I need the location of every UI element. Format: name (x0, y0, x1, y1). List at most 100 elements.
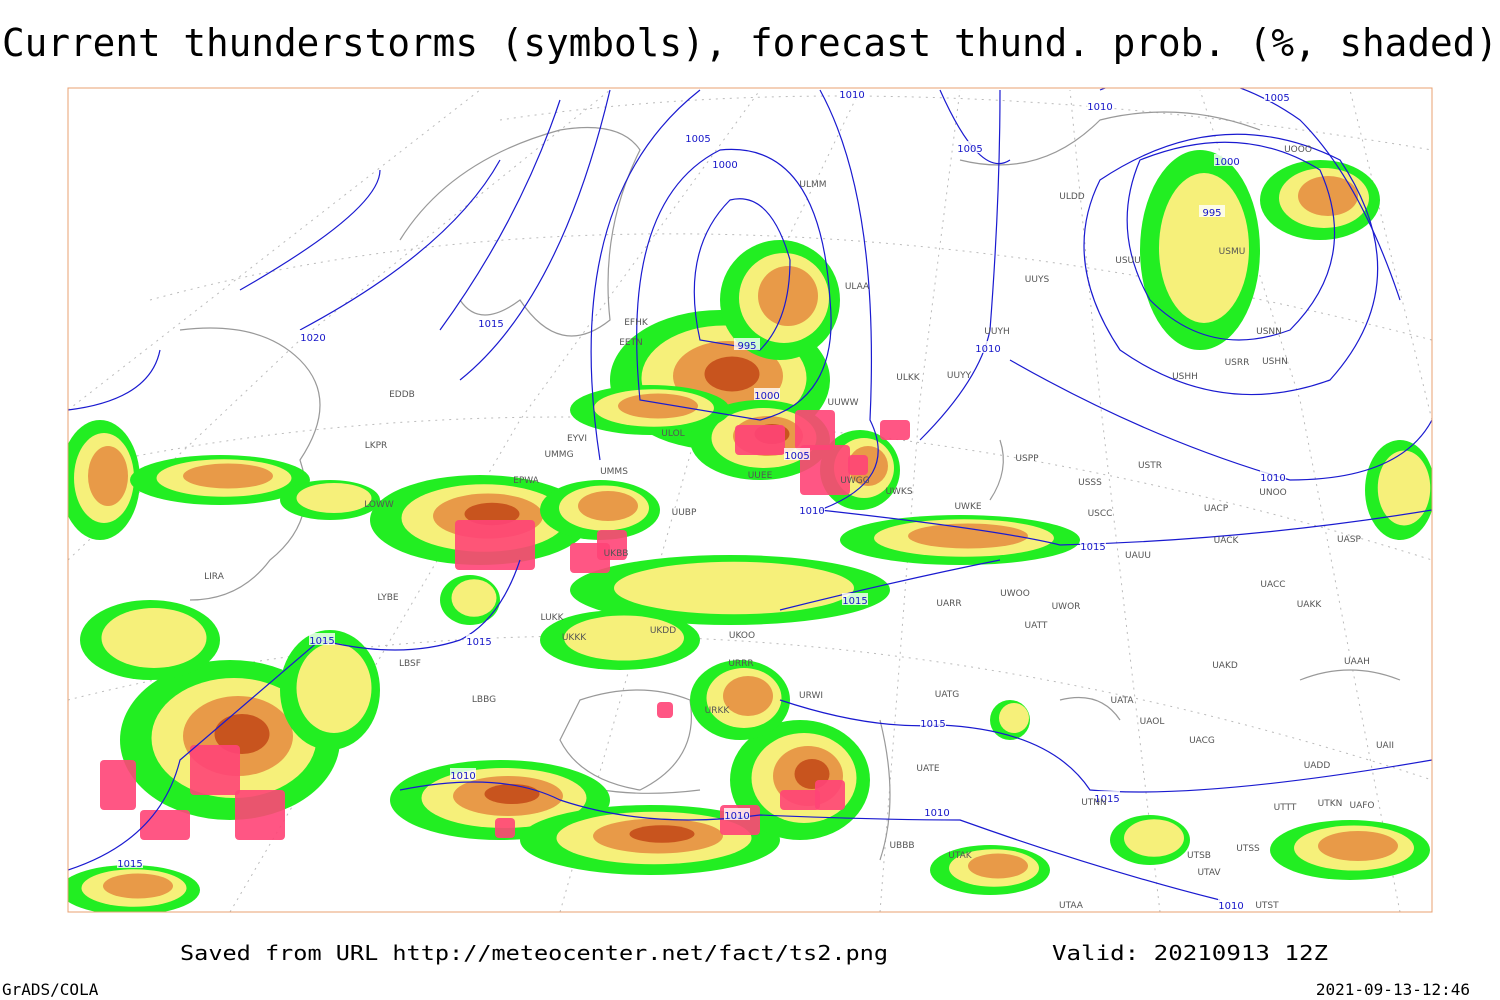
isobar-label-bg (1260, 470, 1286, 482)
station-label: UAKK (1297, 600, 1323, 610)
isobar-label-bg (1094, 791, 1120, 803)
station-label: UATG (935, 690, 960, 700)
shading (968, 853, 1028, 879)
isobar-label-bg (1214, 154, 1240, 166)
station-label: UBBB (889, 841, 914, 851)
storm-symbol (880, 420, 910, 440)
shading (101, 608, 207, 668)
station-label: UATE (916, 764, 940, 774)
station-label: USSS (1078, 478, 1102, 488)
station-label: USTR (1138, 461, 1162, 471)
storm-symbol (657, 702, 673, 718)
shading (564, 615, 684, 661)
station-label: UKBB (604, 549, 629, 559)
map: 1010 1010 1005 1005 1000 1005 1000 995 1015 1020 9… (68, 88, 1432, 912)
station-label: LIRA (204, 572, 225, 582)
shading (723, 676, 773, 716)
shading (296, 483, 372, 513)
station-label: UKOO (729, 631, 755, 641)
isobar-label: 1000 (712, 160, 737, 171)
isobar-label-bg (784, 448, 810, 460)
storm-symbol (848, 455, 868, 475)
station-label: UTST (1255, 901, 1279, 911)
source-text: Saved from URL http://meteocenter.net/fa… (180, 941, 888, 965)
isobar-label: 1000 (754, 391, 779, 402)
map-title: Current thunderstorms (symbols), forecas… (2, 21, 1498, 65)
isobar-label: 1010 (1087, 102, 1112, 113)
station-label: EPWA (513, 476, 540, 486)
shading (103, 873, 173, 899)
isobar-label-bg (839, 88, 865, 99)
station-label: UATT (1025, 621, 1048, 631)
storm-symbol (815, 780, 845, 810)
station-label: UKDD (650, 626, 676, 636)
isobar-label-bg (466, 634, 492, 646)
station-label: UATA (1110, 696, 1134, 706)
station-label: UTAA (1059, 901, 1084, 911)
station-label: UAAH (1344, 657, 1370, 667)
isobar-label-bg (754, 388, 780, 400)
isobar-label: 1015 (309, 636, 334, 647)
station-label: EFHK (624, 318, 649, 328)
station-label: UUWW (828, 398, 859, 408)
station-label: ULOL (661, 429, 684, 439)
station-label: UMMG (544, 450, 573, 460)
isobar-label: 1010 (1260, 473, 1285, 484)
station-label: UWKE (954, 502, 981, 512)
shading (484, 784, 540, 804)
isobar-label: 1015 (466, 637, 491, 648)
isobar-label-bg (117, 856, 143, 868)
station-label: UARR (936, 599, 961, 609)
station-label: URWI (799, 691, 823, 701)
isobar-label: 1005 (957, 144, 982, 155)
isobar-label: 1020 (300, 333, 325, 344)
isobar-label-bg (1218, 898, 1244, 910)
station-label: USPP (1015, 454, 1039, 464)
valid-text: Valid: 20210913 12Z (1052, 941, 1328, 965)
station-label: ULDD (1059, 192, 1085, 202)
station-label: UMMS (600, 467, 628, 477)
isobar-label: 1015 (1080, 542, 1105, 553)
station-label: ULMM (799, 180, 826, 190)
station-label: UTTT (1274, 803, 1297, 813)
storm-symbol (100, 760, 136, 810)
map-frame (67, 87, 1433, 913)
station-label: UTKN (1318, 799, 1343, 809)
isobar-label-bg (685, 131, 711, 143)
isobar-label: 1010 (799, 506, 824, 517)
shading (704, 356, 760, 392)
isobar-label: 1000 (1214, 157, 1239, 168)
station-label: UACG (1189, 736, 1215, 746)
isobar-label: 1015 (1094, 794, 1119, 805)
shading (451, 579, 497, 617)
station-label: UWGG (840, 476, 869, 486)
shading (1377, 450, 1431, 526)
isobar-label-bg (975, 341, 1001, 353)
station-label: UAUU (1125, 551, 1151, 561)
storm-symbol (800, 445, 850, 495)
storm-symbol (735, 425, 785, 455)
station-label: ULKK (896, 373, 921, 383)
isobar-label: 1015 (117, 859, 142, 870)
isobar-label: 1015 (920, 719, 945, 730)
isobar-label: 1010 (1218, 901, 1243, 912)
shading (1298, 176, 1358, 216)
isobar-label-bg (309, 633, 335, 645)
station-label: LKPR (365, 441, 388, 451)
isobar-label-bg (450, 768, 476, 780)
station-label: LUKK (541, 613, 565, 623)
station-label: UUBP (672, 508, 697, 518)
station-label: EDDB (389, 390, 415, 400)
shading (1318, 831, 1398, 861)
isobar-label-bg (920, 716, 946, 728)
station-label: UAII (1376, 741, 1394, 751)
isobar-label: 995 (737, 341, 756, 352)
station-label: UAFO (1349, 801, 1374, 811)
storm-symbol (190, 745, 240, 795)
isobar-label-bg (1199, 205, 1225, 217)
station-label: LBSF (399, 659, 421, 669)
station-label: USMU (1219, 247, 1246, 257)
shading (999, 703, 1029, 733)
station-label: UUYH (984, 327, 1009, 337)
